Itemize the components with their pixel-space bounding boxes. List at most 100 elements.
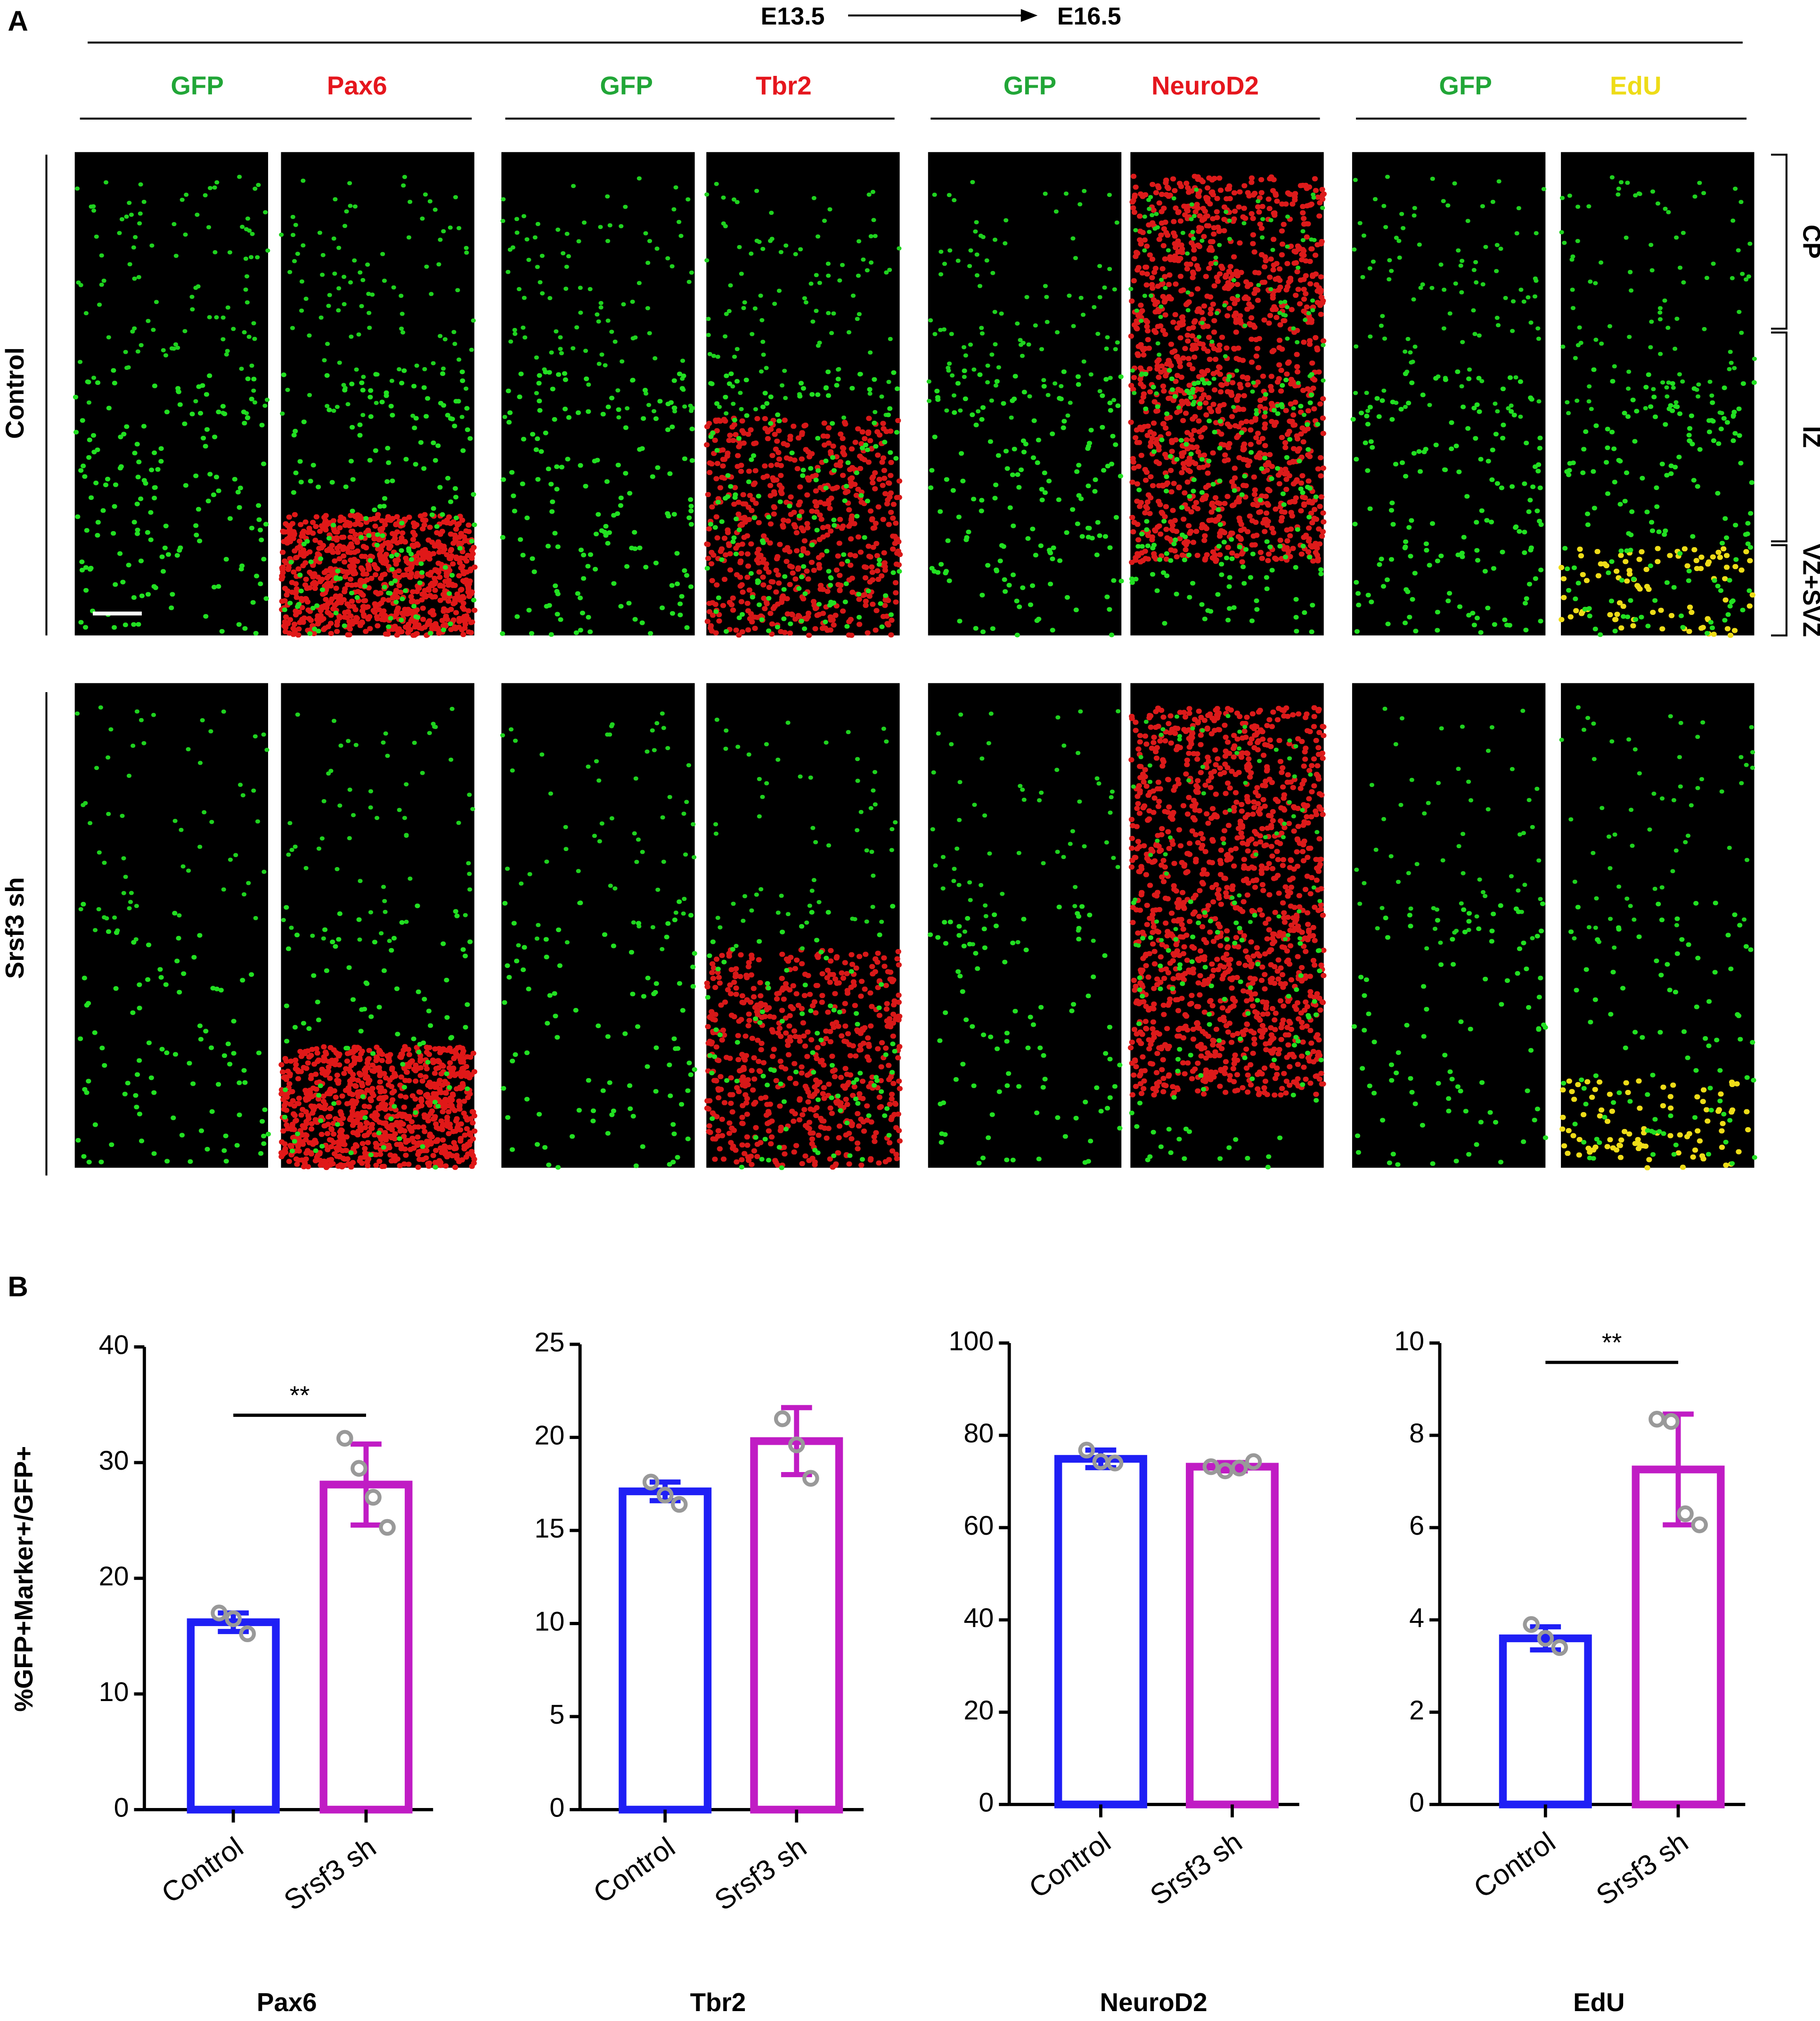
cell-dots	[500, 176, 695, 420]
cell-dots	[930, 709, 1121, 947]
cell-dots	[926, 180, 1120, 420]
y-tick-label: 20	[534, 1421, 564, 1451]
micrograph	[74, 152, 269, 636]
y-tick-label: 40	[99, 1330, 129, 1360]
data-point	[656, 1487, 674, 1504]
data-point	[788, 1436, 805, 1454]
cell-dots	[704, 181, 902, 420]
cell-dots	[1561, 900, 1757, 1166]
cell-dots	[75, 901, 271, 1165]
zone-label: VZ+SVZ	[1797, 544, 1820, 637]
cell-dots	[704, 369, 902, 634]
y-tick-label: 20	[99, 1562, 129, 1592]
y-tick-label: 5	[549, 1700, 564, 1730]
y-tick-label: 4	[1409, 1603, 1424, 1633]
y-tick-label: 25	[534, 1327, 564, 1358]
zone-bracket	[1771, 331, 1787, 542]
data-point	[1106, 1455, 1124, 1472]
y-tick-label: 0	[1409, 1788, 1424, 1818]
data-point	[225, 1610, 242, 1628]
y-tick-label: 80	[963, 1418, 994, 1448]
y-tick-label: 30	[99, 1446, 129, 1476]
error-bar	[351, 1441, 382, 1528]
channel-label: GFP	[1004, 71, 1056, 100]
cell-dots	[704, 416, 903, 638]
row-label: Srsf3 sh	[0, 877, 29, 979]
data-point	[1523, 1616, 1540, 1633]
micrograph	[1352, 152, 1546, 636]
cell-dots	[705, 904, 898, 1170]
cell-dots	[282, 903, 473, 1170]
data-point	[774, 1410, 791, 1427]
data-point	[239, 1625, 256, 1643]
cell-dots	[713, 718, 898, 951]
data-point	[1231, 1459, 1248, 1477]
channel-label: Tbr2	[756, 71, 812, 100]
micrograph	[1352, 683, 1546, 1168]
cell-dots	[1354, 706, 1543, 951]
micrograph	[1561, 683, 1755, 1168]
y-axis-label: %GFP+Marker+/GFP+	[9, 1446, 38, 1712]
data-point	[1537, 1630, 1554, 1647]
y-tick-label: 60	[963, 1511, 994, 1541]
cell-dots	[1129, 899, 1324, 1170]
data-point	[1245, 1453, 1262, 1470]
cell-dots	[1128, 173, 1327, 565]
arrow-head	[1020, 9, 1038, 22]
y-tick-label: 10	[99, 1677, 129, 1707]
chart-title: Pax6	[257, 1988, 317, 2017]
significance-label: **	[290, 1381, 310, 1410]
panel-label: A	[8, 5, 28, 37]
y-tick-label: 2	[1409, 1695, 1424, 1726]
y-tick-label: 0	[114, 1793, 129, 1823]
cell-dots	[1352, 174, 1546, 419]
y-tick-label: 6	[1409, 1511, 1424, 1541]
cell-dots	[927, 904, 1123, 1166]
cell-dots	[1131, 714, 1322, 948]
data-point	[211, 1604, 228, 1621]
cell-dots	[1351, 901, 1549, 1167]
micrograph	[501, 152, 695, 636]
timeline-start: E13.5	[761, 3, 825, 30]
cell-dots	[1128, 188, 1326, 417]
channel-label: GFP	[171, 71, 223, 100]
y-tick-label: 0	[979, 1788, 994, 1818]
data-point	[1663, 1413, 1680, 1430]
chart-title: NeuroD2	[1100, 1988, 1208, 2017]
y-tick-label: 100	[948, 1326, 994, 1356]
cell-dots	[74, 705, 269, 941]
chart-title: EdU	[1573, 1988, 1624, 2017]
data-point	[379, 1519, 396, 1536]
y-tick-label: 40	[963, 1603, 994, 1633]
chart-title: Tbr2	[690, 1988, 746, 2017]
channel-label: EdU	[1610, 71, 1661, 100]
cell-dots	[1350, 369, 1544, 635]
channel-label: NeuroD2	[1151, 71, 1259, 100]
y-tick-label: 20	[963, 1695, 994, 1726]
cell-dots	[279, 175, 476, 419]
cell-dots	[1562, 367, 1757, 637]
data-point	[1202, 1458, 1220, 1475]
data-point	[1551, 1639, 1568, 1656]
cell-dots	[704, 947, 903, 1170]
cell-dots	[281, 368, 477, 636]
y-tick-label: 10	[534, 1607, 564, 1637]
panel-label: B	[8, 1271, 28, 1302]
channel-label: GFP	[600, 71, 653, 100]
cell-dots	[928, 368, 1124, 638]
data-point	[1677, 1505, 1694, 1522]
cell-dots	[281, 707, 475, 943]
zone-bracket	[1771, 544, 1787, 637]
significance-label: **	[1602, 1327, 1622, 1357]
data-point	[336, 1430, 353, 1447]
row-label: Control	[0, 347, 29, 439]
y-tick-label: 10	[1394, 1326, 1424, 1356]
data-point	[365, 1489, 382, 1506]
data-point	[642, 1473, 660, 1491]
zone-label: IZ	[1797, 426, 1820, 448]
cell-dots	[1129, 368, 1324, 634]
data-point	[1078, 1441, 1095, 1459]
data-point	[671, 1496, 688, 1513]
cell-dots	[278, 512, 478, 638]
